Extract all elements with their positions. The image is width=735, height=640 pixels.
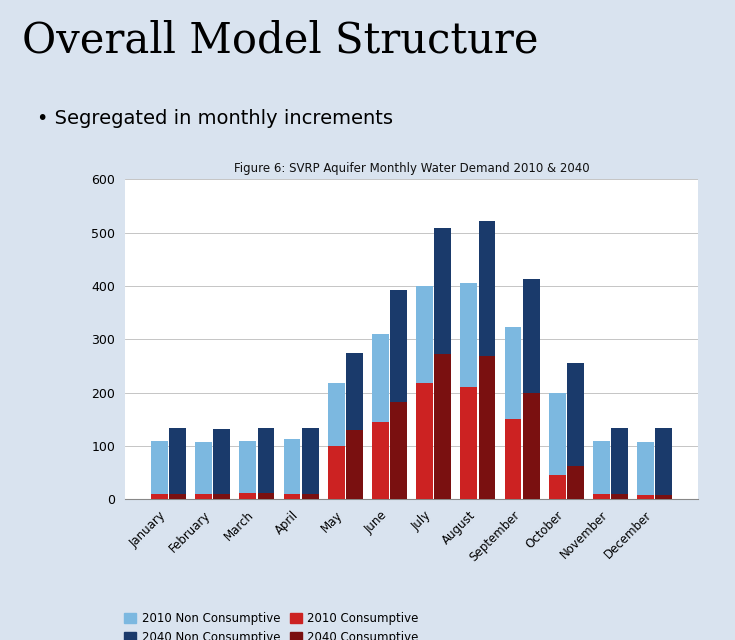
Bar	[416, 383, 433, 499]
Bar	[213, 429, 230, 499]
Bar	[637, 495, 654, 499]
Bar	[372, 334, 389, 499]
Bar	[257, 428, 274, 499]
Bar	[302, 428, 318, 499]
Bar	[169, 428, 186, 499]
Bar	[478, 221, 495, 499]
Bar	[169, 494, 186, 499]
Bar	[213, 494, 230, 499]
Bar	[593, 494, 610, 499]
Bar	[302, 494, 318, 499]
Bar	[460, 387, 477, 499]
Bar	[196, 442, 212, 499]
Bar	[567, 466, 584, 499]
Bar	[328, 446, 345, 499]
Bar	[593, 440, 610, 499]
Bar	[434, 228, 451, 499]
Bar	[151, 494, 168, 499]
Bar	[505, 327, 521, 499]
Bar	[151, 440, 168, 499]
Bar	[505, 419, 521, 499]
Bar	[390, 289, 407, 499]
Bar	[567, 363, 584, 499]
Bar	[240, 493, 257, 499]
Bar	[346, 353, 363, 499]
Bar	[434, 354, 451, 499]
Bar	[612, 494, 628, 499]
Bar	[478, 356, 495, 499]
Bar	[416, 286, 433, 499]
Title: Figure 6: SVRP Aquifer Monthly Water Demand 2010 & 2040: Figure 6: SVRP Aquifer Monthly Water Dem…	[234, 163, 589, 175]
Bar	[257, 493, 274, 499]
Bar	[523, 280, 539, 499]
Bar	[523, 392, 539, 499]
Bar	[240, 440, 257, 499]
Bar	[390, 402, 407, 499]
Bar	[372, 422, 389, 499]
Bar	[284, 494, 301, 499]
Bar	[549, 392, 566, 499]
Text: • Segregated in monthly increments: • Segregated in monthly increments	[37, 109, 392, 128]
Bar	[549, 475, 566, 499]
Bar	[346, 430, 363, 499]
Bar	[460, 283, 477, 499]
Bar	[328, 383, 345, 499]
Bar	[656, 428, 673, 499]
Bar	[612, 428, 628, 499]
Bar	[196, 494, 212, 499]
Bar	[656, 495, 673, 499]
Bar	[284, 440, 301, 499]
Bar	[637, 442, 654, 499]
Legend: 2010 Non Consumptive, 2040 Non Consumptive, 2010 Consumptive, 2040 Consumptive: 2010 Non Consumptive, 2040 Non Consumpti…	[119, 607, 423, 640]
Text: Overall Model Structure: Overall Model Structure	[22, 19, 539, 61]
